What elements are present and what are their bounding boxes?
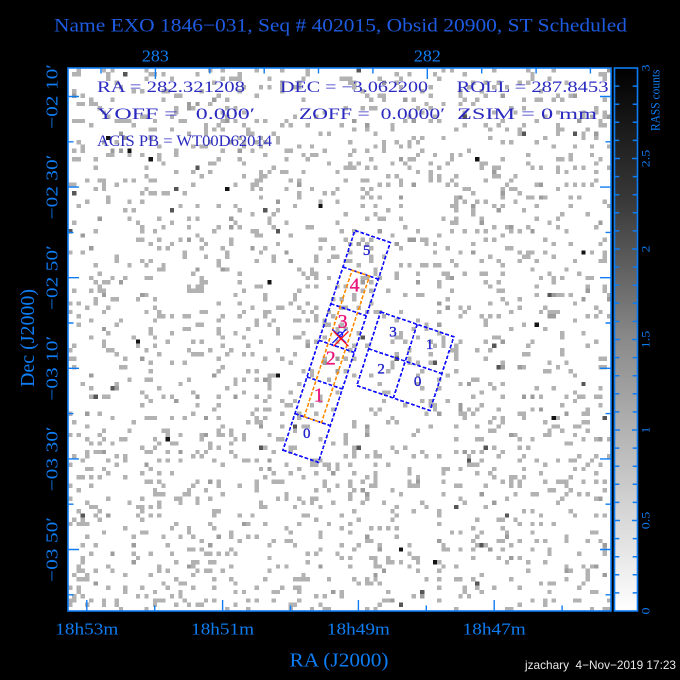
svg-text:RASS counts: RASS counts [648,70,663,132]
svg-text:2: 2 [639,246,653,253]
svg-text:−02 50′: −02 50′ [43,245,62,310]
svg-text:−03 30′: −03 30′ [43,426,62,491]
svg-text:283: 283 [142,47,169,66]
svg-text:4: 4 [350,274,360,296]
svg-text:−03 10′: −03 10′ [43,336,62,401]
svg-text:2.5: 2.5 [639,150,653,168]
svg-text:ZOFF = 0.0000′: ZOFF = 0.0000′ [299,106,445,123]
svg-text:18h47m: 18h47m [463,620,526,639]
svg-text:2: 2 [326,348,336,370]
svg-text:RA = 282.321208: RA = 282.321208 [97,79,245,96]
svg-text:YOFF = 0.000′: YOFF = 0.000′ [97,106,255,123]
svg-text:0: 0 [414,374,422,390]
svg-text:ACIS PB = WT00D62014: ACIS PB = WT00D62014 [97,133,272,150]
svg-text:jzachary 4−Nov−2019 17:23: jzachary 4−Nov−2019 17:23 [524,658,676,672]
svg-text:−02 30′: −02 30′ [43,155,62,220]
svg-text:0: 0 [303,426,311,442]
svg-text:3: 3 [389,325,397,341]
svg-text:DEC = −3.062200: DEC = −3.062200 [280,79,428,96]
svg-text:18h49m: 18h49m [327,620,390,639]
svg-text:0: 0 [639,608,653,615]
svg-text:1.5: 1.5 [639,331,653,349]
svg-text:3: 3 [639,65,653,72]
svg-text:1: 1 [639,427,653,434]
svg-text:18h53m: 18h53m [55,620,118,639]
svg-text:0.5: 0.5 [639,512,653,530]
svg-text:2: 2 [377,361,385,377]
svg-text:3: 3 [338,311,348,333]
svg-text:282: 282 [414,47,441,66]
svg-text:18h51m: 18h51m [191,620,254,639]
svg-text:5: 5 [363,243,371,259]
svg-text:Name EXO 1846−031, Seq # 40201: Name EXO 1846−031, Seq # 402015, Obsid 2… [54,16,628,37]
svg-text:−02 10′: −02 10′ [43,64,62,129]
svg-text:Dec (J2000): Dec (J2000) [17,289,39,387]
svg-text:RA (J2000): RA (J2000) [290,650,389,672]
svg-text:−03 50′: −03 50′ [43,517,62,582]
svg-text:1: 1 [314,384,324,406]
svg-text:ZSIM = 0 mm: ZSIM = 0 mm [457,106,597,123]
svg-text:ROLL = 287.8453: ROLL = 287.8453 [457,79,609,96]
svg-text:1: 1 [426,337,434,353]
